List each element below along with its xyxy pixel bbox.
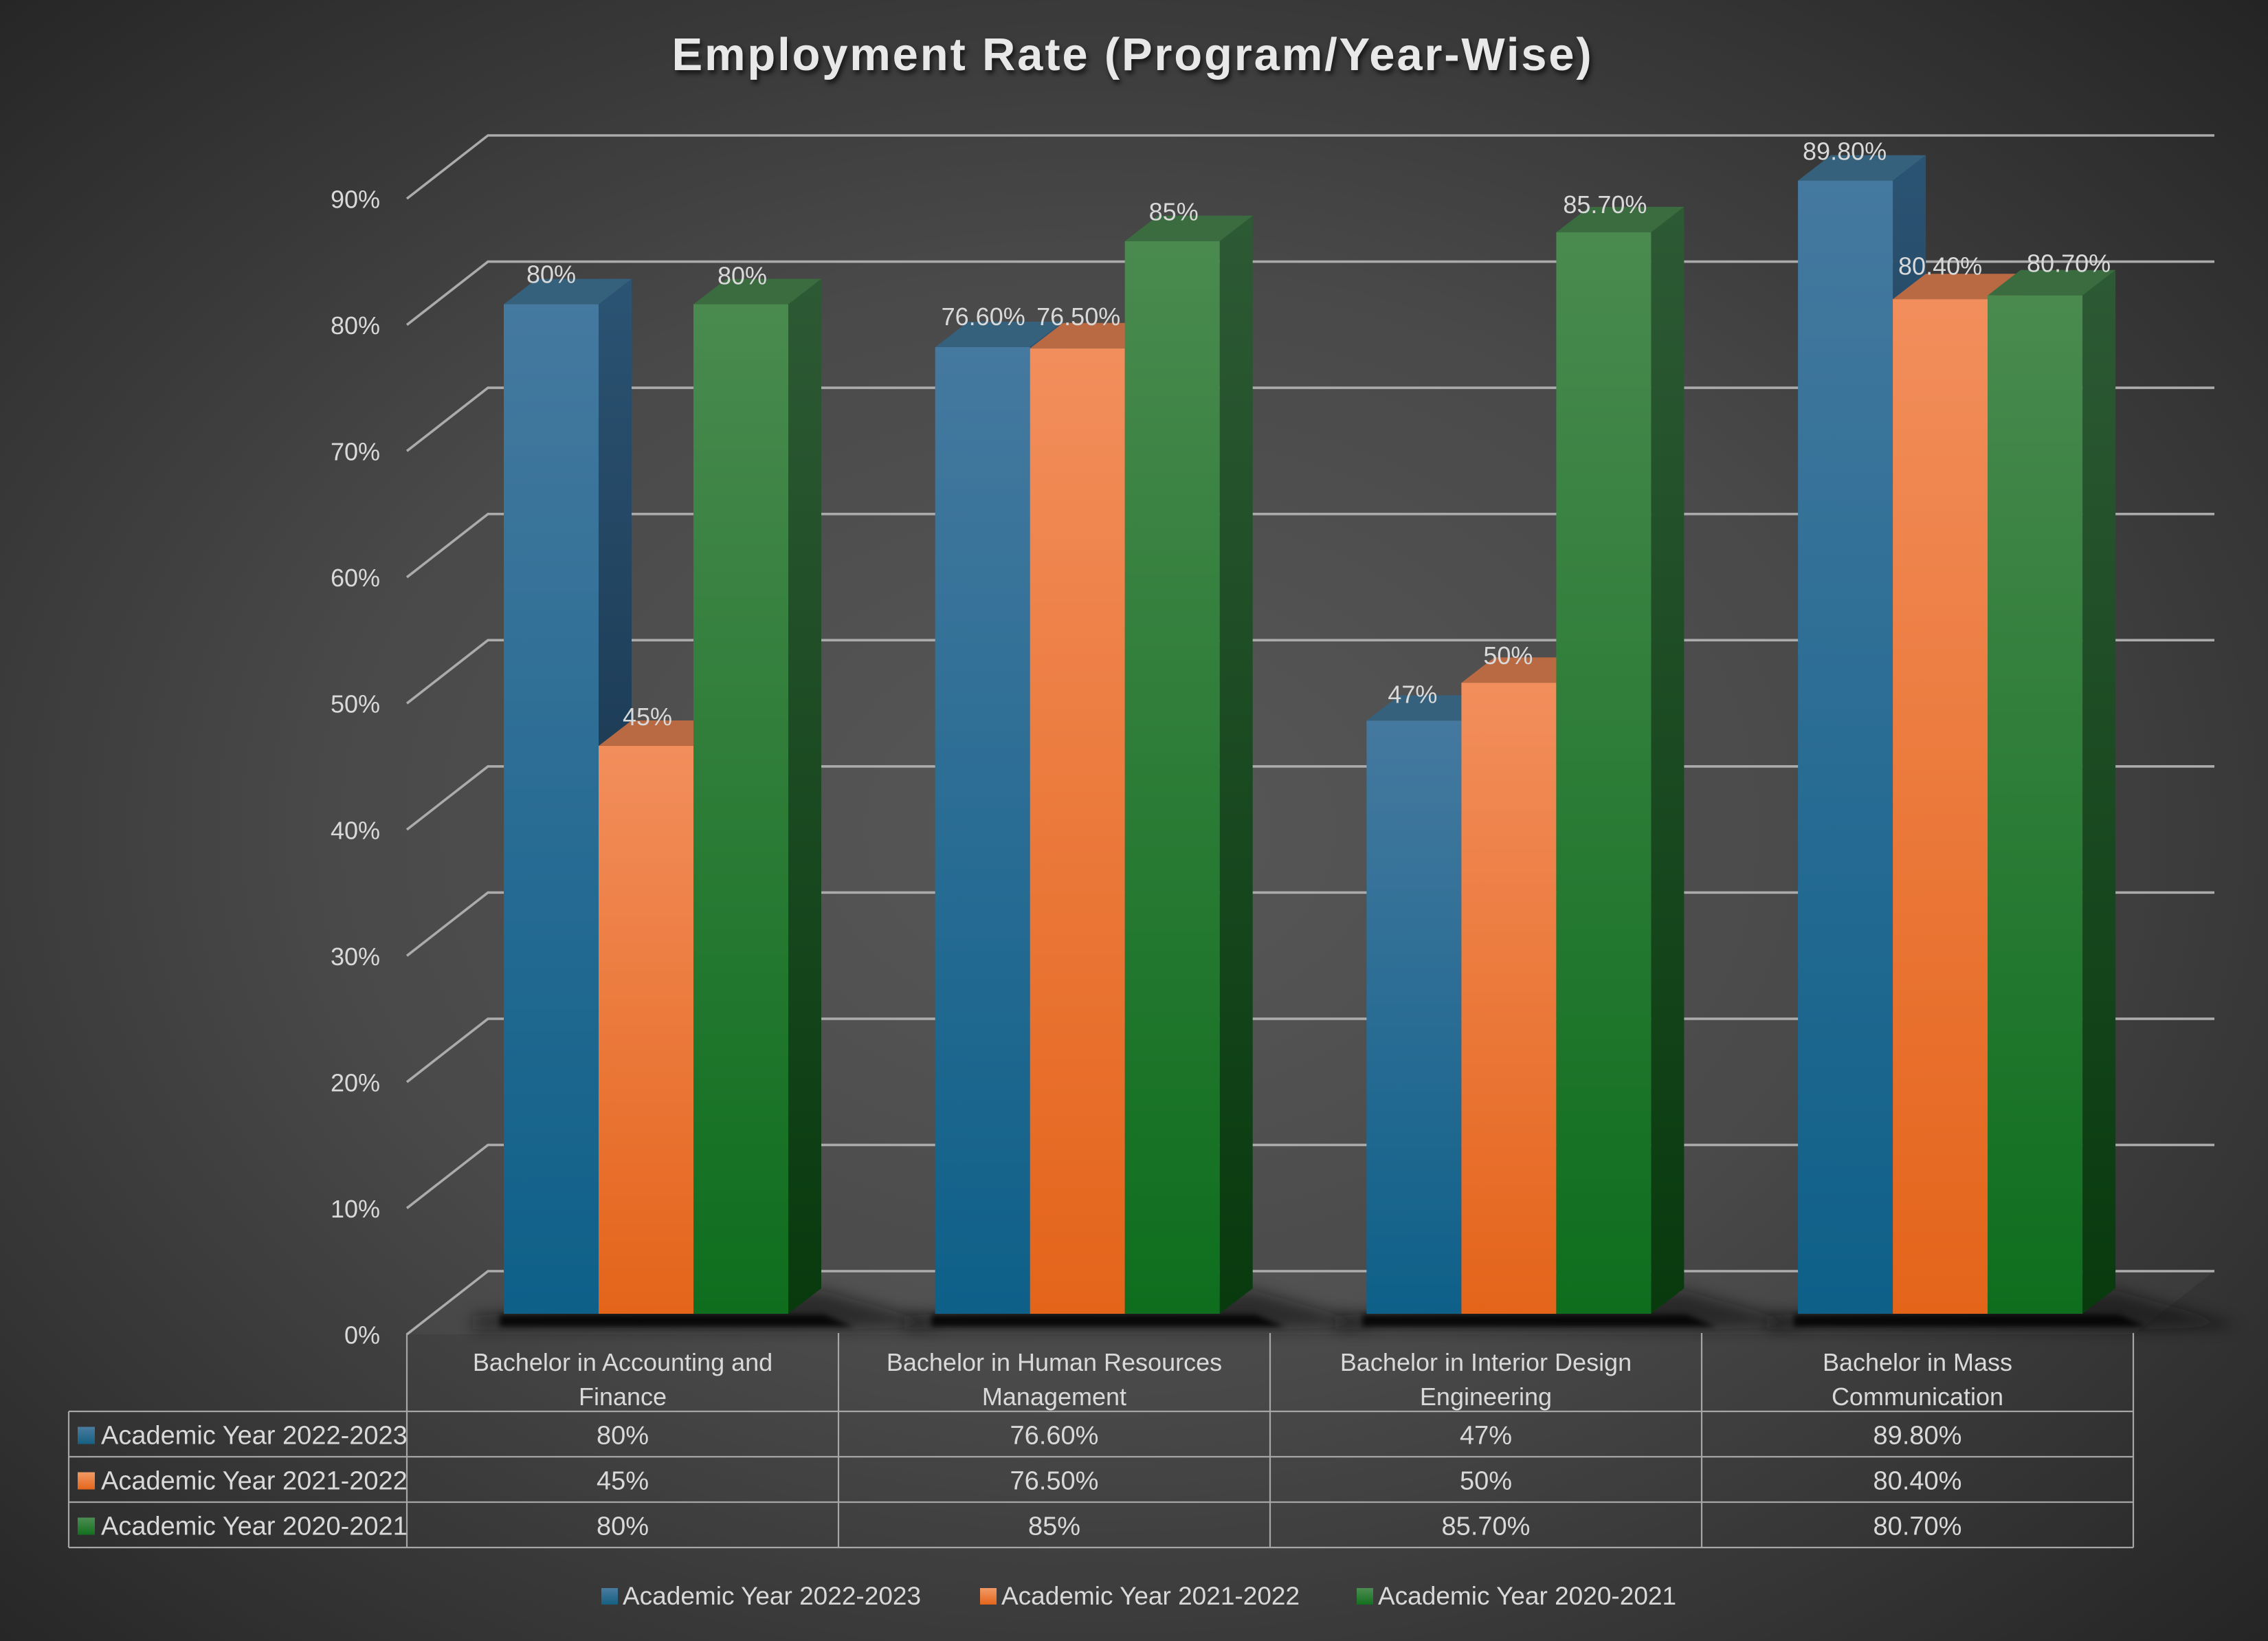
svg-text:Academic Year 2021-2022: Academic Year 2021-2022 [1001,1582,1300,1610]
svg-text:47%: 47% [1460,1422,1512,1451]
svg-text:45%: 45% [623,703,672,731]
svg-text:80.70%: 80.70% [1874,1512,1962,1541]
svg-text:20%: 20% [331,1068,380,1097]
svg-text:50%: 50% [1483,641,1533,670]
svg-text:76.50%: 76.50% [1036,302,1120,331]
svg-text:80.70%: 80.70% [2027,250,2111,278]
svg-text:80%: 80% [526,261,576,289]
svg-text:50%: 50% [331,690,380,718]
svg-text:Academic Year 2020-2021: Academic Year 2020-2021 [101,1512,408,1541]
svg-text:Academic Year 2022-2023: Academic Year 2022-2023 [623,1582,921,1610]
svg-text:Communication: Communication [1832,1383,2003,1411]
svg-text:89.80%: 89.80% [1803,137,1887,166]
svg-text:80%: 80% [331,311,380,340]
svg-text:45%: 45% [597,1467,649,1496]
svg-text:Bachelor in Accounting and: Bachelor in Accounting and [473,1348,772,1376]
svg-text:76.50%: 76.50% [1010,1467,1099,1496]
svg-text:50%: 50% [1460,1467,1512,1496]
svg-text:80%: 80% [597,1422,649,1451]
svg-text:Academic Year 2021-2022: Academic Year 2021-2022 [101,1467,408,1496]
svg-text:0%: 0% [344,1321,380,1350]
svg-text:80.40%: 80.40% [1874,1467,1962,1496]
svg-text:85%: 85% [1149,197,1199,225]
svg-text:40%: 40% [331,816,380,844]
svg-text:90%: 90% [331,186,380,214]
svg-text:Bachelor in Human Resources: Bachelor in Human Resources [887,1348,1222,1376]
svg-text:Academic Year 2020-2021: Academic Year 2020-2021 [1378,1582,1676,1610]
svg-text:Engineering: Engineering [1420,1383,1552,1411]
svg-text:Bachelor in Interior Design: Bachelor in Interior Design [1340,1348,1632,1376]
svg-text:85.70%: 85.70% [1563,190,1647,219]
svg-text:47%: 47% [1388,680,1437,708]
svg-text:80%: 80% [597,1512,649,1541]
svg-text:85.70%: 85.70% [1442,1512,1531,1541]
svg-text:89.80%: 89.80% [1874,1422,1962,1451]
svg-text:30%: 30% [331,943,380,971]
svg-text:10%: 10% [331,1195,380,1223]
svg-text:76.60%: 76.60% [942,302,1025,331]
svg-text:Finance: Finance [579,1383,667,1411]
svg-text:Management: Management [982,1383,1126,1411]
svg-text:Employment Rate (Program/Year-: Employment Rate (Program/Year-Wise) [672,29,1594,80]
svg-text:Academic Year 2022-2023: Academic Year 2022-2023 [101,1422,408,1451]
svg-text:80%: 80% [718,262,767,290]
svg-text:76.60%: 76.60% [1010,1422,1099,1451]
svg-text:70%: 70% [331,438,380,466]
svg-text:Bachelor in Mass: Bachelor in Mass [1823,1348,2012,1376]
svg-text:60%: 60% [331,564,380,592]
svg-text:85%: 85% [1028,1512,1080,1541]
svg-text:80.40%: 80.40% [1898,252,1982,280]
